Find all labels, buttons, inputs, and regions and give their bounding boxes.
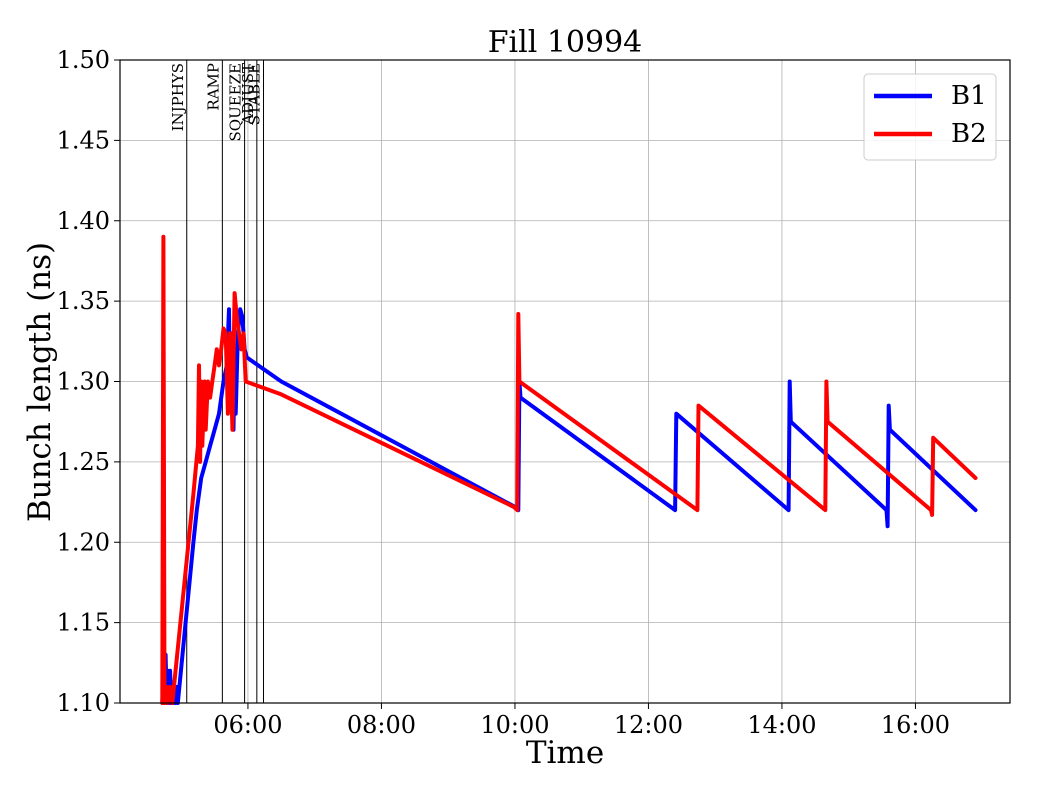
y-tick-label: 1.15 — [57, 609, 110, 637]
phase-label: INJPHYS — [169, 63, 187, 131]
legend-label-b1: B1 — [951, 81, 987, 111]
y-tick-label: 1.30 — [57, 368, 110, 396]
y-tick-label: 1.35 — [57, 287, 110, 315]
y-tick-label: 1.25 — [57, 448, 110, 476]
grid — [120, 59, 1010, 704]
series-line-b1 — [160, 307, 978, 705]
chart-title: Fill 10994 — [488, 25, 643, 60]
axis-ticks: 1.10 1.15 1.20 1.25 1.30 1.35 1.40 1.45 1.50 06:0… — [57, 46, 950, 739]
y-tick-label: 1.10 — [57, 689, 110, 717]
y-tick-label: 1.20 — [57, 528, 110, 556]
x-tick-label: 10:00 — [480, 711, 549, 739]
x-axis-label: Time — [526, 735, 604, 771]
y-tick-label: 1.50 — [57, 46, 110, 74]
phase-label: SQUEEZE — [227, 63, 245, 142]
x-tick-label: 08:00 — [347, 711, 416, 739]
phase-label: RAMP — [204, 63, 222, 111]
legend: B1 B2 — [863, 73, 997, 161]
legend-label-b2: B2 — [951, 119, 987, 149]
y-tick-label: 1.40 — [57, 207, 110, 235]
x-tick-label: 12:00 — [614, 711, 683, 739]
series-lines — [160, 234, 978, 705]
x-tick-label: 16:00 — [881, 711, 950, 739]
phase-label: ADJUST — [239, 63, 257, 126]
y-tick-label: 1.45 — [57, 126, 110, 154]
x-tick-label: 14:00 — [747, 711, 816, 739]
phase-label: STABLE — [246, 63, 264, 125]
y-axis-label: Bunch length (ns) — [22, 242, 58, 522]
series-line-b2 — [160, 234, 978, 705]
x-tick-label: 06:00 — [213, 711, 282, 739]
